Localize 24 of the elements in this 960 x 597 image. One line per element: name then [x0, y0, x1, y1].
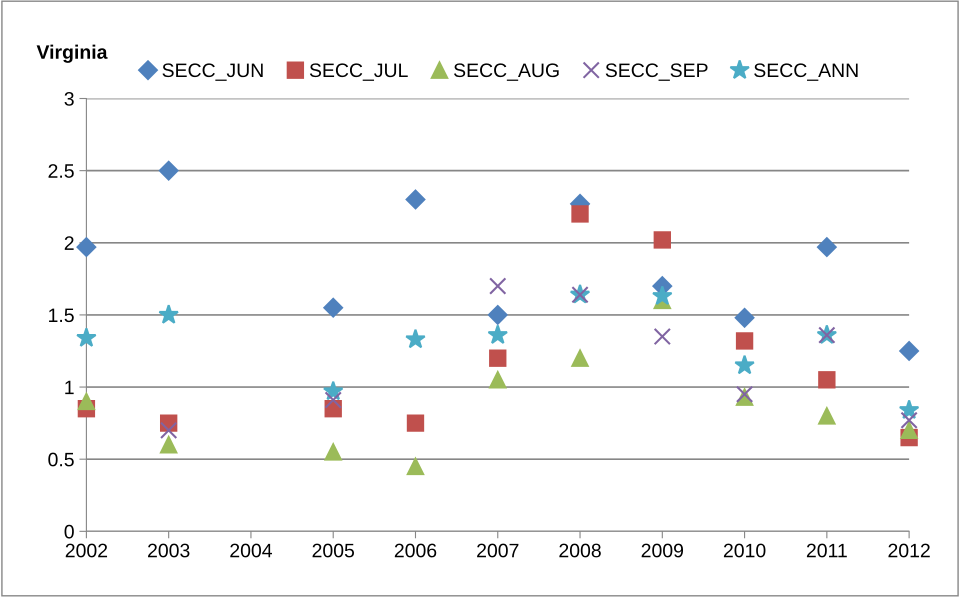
y-tick-label: 3 [64, 92, 74, 106]
legend-label: SECC_JUL [310, 63, 408, 81]
x-tick-label: 2005 [312, 544, 354, 558]
y-tick-label: 0 [64, 524, 74, 539]
legend-label: SECC_AUG [454, 63, 559, 81]
legend-label: SECC_ANN [754, 63, 858, 81]
chart-title: Virginia [36, 44, 108, 63]
x-tick-label: 2009 [642, 544, 684, 558]
x-tick-label: 2004 [230, 544, 272, 558]
x-tick-label: 2006 [394, 544, 436, 558]
x-tick-label: 2012 [888, 544, 930, 558]
x-tick-label: 2008 [559, 544, 601, 558]
y-tick-label: 0.5 [48, 452, 74, 466]
x-tick-label: 2007 [477, 544, 518, 558]
y-tick-label: 2 [64, 236, 74, 250]
y-tick-label: 1 [65, 380, 74, 394]
x-tick-label: 2002 [66, 544, 108, 558]
legend-label: SECC_JUN [162, 63, 263, 81]
x-tick-label: 2003 [148, 544, 190, 558]
legend-label: SECC_SEP [606, 63, 708, 81]
y-tick-label: 2.5 [48, 164, 74, 178]
x-tick-label: 2011 [806, 544, 847, 558]
y-tick-label: 1.5 [49, 308, 74, 322]
x-tick-label: 2010 [724, 544, 766, 558]
